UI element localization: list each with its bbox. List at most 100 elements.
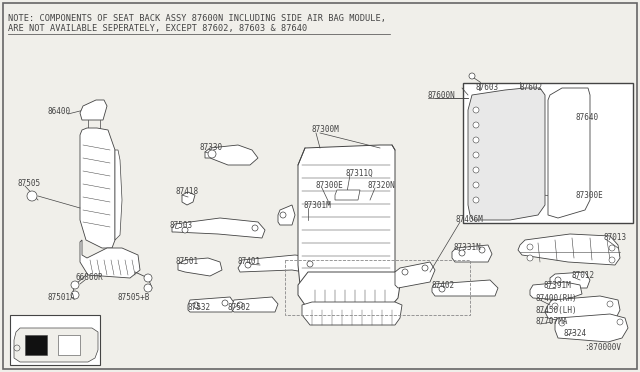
Text: 87640: 87640: [575, 113, 598, 122]
Text: 87324: 87324: [564, 328, 587, 337]
Text: 87402: 87402: [432, 280, 455, 289]
Polygon shape: [395, 262, 435, 288]
Text: ARE NOT AVAILABLE SEPERATELY, EXCEPT 87602, 87603 & 87640: ARE NOT AVAILABLE SEPERATELY, EXCEPT 876…: [8, 24, 307, 33]
Text: :870000V: :870000V: [584, 343, 621, 353]
Polygon shape: [182, 192, 195, 205]
Polygon shape: [205, 145, 258, 165]
Polygon shape: [548, 88, 590, 218]
Bar: [25, 335, 47, 355]
Circle shape: [473, 107, 479, 113]
Circle shape: [609, 257, 615, 263]
Circle shape: [245, 262, 251, 268]
Circle shape: [71, 281, 79, 289]
Polygon shape: [530, 282, 582, 300]
Polygon shape: [302, 302, 402, 325]
Circle shape: [71, 291, 79, 299]
Circle shape: [617, 319, 623, 325]
Circle shape: [402, 269, 408, 275]
Text: 87707MA: 87707MA: [535, 317, 568, 327]
Circle shape: [473, 122, 479, 128]
Text: NOTE: COMPONENTS OF SEAT BACK ASSY 87600N INCLUDING SIDE AIR BAG MODULE,: NOTE: COMPONENTS OF SEAT BACK ASSY 87600…: [8, 14, 386, 23]
Text: 87331N: 87331N: [453, 244, 481, 253]
Text: 87330: 87330: [200, 144, 223, 153]
Polygon shape: [232, 297, 278, 312]
Text: 87532: 87532: [188, 304, 211, 312]
Text: 87501A: 87501A: [48, 294, 76, 302]
Text: 87012: 87012: [571, 270, 594, 279]
Circle shape: [552, 303, 558, 309]
Circle shape: [473, 152, 479, 158]
Polygon shape: [80, 128, 115, 248]
Bar: [10, 315, 100, 365]
Circle shape: [14, 345, 20, 351]
Text: 87311Q: 87311Q: [345, 169, 372, 177]
Circle shape: [193, 302, 199, 308]
Polygon shape: [518, 234, 620, 265]
Text: 86400: 86400: [47, 108, 70, 116]
Circle shape: [144, 284, 152, 292]
Polygon shape: [172, 218, 265, 238]
Circle shape: [459, 250, 465, 256]
Polygon shape: [432, 280, 498, 296]
Circle shape: [208, 150, 216, 158]
Text: 87503: 87503: [170, 221, 193, 230]
Circle shape: [609, 245, 615, 251]
Polygon shape: [80, 240, 140, 278]
Polygon shape: [298, 145, 395, 295]
Text: 87602: 87602: [519, 83, 542, 93]
Bar: [58, 335, 80, 355]
Text: 87501: 87501: [175, 257, 198, 266]
Polygon shape: [550, 272, 590, 288]
Circle shape: [607, 301, 613, 307]
Polygon shape: [80, 100, 107, 120]
Polygon shape: [555, 314, 628, 342]
Circle shape: [473, 182, 479, 188]
Circle shape: [527, 255, 533, 261]
Text: 87600N: 87600N: [428, 92, 456, 100]
Circle shape: [27, 191, 37, 201]
Polygon shape: [335, 190, 360, 200]
Text: 87505: 87505: [18, 179, 41, 187]
Text: 87502: 87502: [228, 304, 251, 312]
Circle shape: [559, 320, 565, 326]
Text: 87301M: 87301M: [303, 201, 331, 209]
Text: 66860R: 66860R: [75, 273, 103, 282]
Polygon shape: [14, 328, 98, 362]
Polygon shape: [452, 245, 492, 262]
Circle shape: [527, 244, 533, 250]
Text: 87300E: 87300E: [315, 180, 343, 189]
Text: 87013: 87013: [604, 234, 627, 243]
Circle shape: [555, 277, 561, 283]
Circle shape: [182, 227, 188, 233]
Text: 87300E: 87300E: [575, 190, 603, 199]
Circle shape: [422, 265, 428, 271]
Circle shape: [473, 197, 479, 203]
Circle shape: [439, 286, 445, 292]
Text: 87406M: 87406M: [455, 215, 483, 224]
Polygon shape: [178, 258, 222, 276]
Circle shape: [473, 137, 479, 143]
Circle shape: [473, 167, 479, 173]
Bar: [285, 260, 470, 315]
Text: 87400(RH): 87400(RH): [535, 294, 577, 302]
Text: 87320N: 87320N: [368, 180, 396, 189]
Text: 87300M: 87300M: [312, 125, 340, 135]
Polygon shape: [545, 296, 620, 322]
Circle shape: [237, 302, 243, 308]
Text: 87450(LH): 87450(LH): [535, 305, 577, 314]
Bar: [463, 83, 633, 223]
Text: 87505+B: 87505+B: [118, 294, 150, 302]
Text: 87401: 87401: [238, 257, 261, 266]
Text: 87391M: 87391M: [543, 280, 571, 289]
Circle shape: [252, 225, 258, 231]
Circle shape: [280, 212, 286, 218]
Circle shape: [222, 300, 228, 306]
Circle shape: [479, 247, 485, 253]
Polygon shape: [115, 150, 122, 240]
Text: 87418: 87418: [175, 187, 198, 196]
Polygon shape: [468, 88, 545, 220]
Circle shape: [144, 274, 152, 282]
Text: 87603: 87603: [476, 83, 499, 93]
Polygon shape: [238, 255, 320, 274]
Circle shape: [307, 261, 313, 267]
